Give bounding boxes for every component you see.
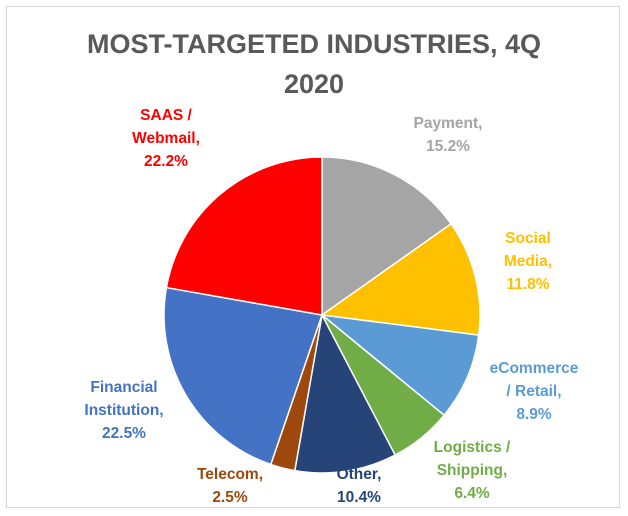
slice-label-line: 15.2%	[426, 138, 470, 155]
slice-label-line: 22.2%	[144, 153, 188, 170]
slice-label-saas-webmail: SAAS / Webmail, 22.2%	[132, 107, 200, 170]
slice-label-line: 10.4%	[337, 489, 381, 506]
slice-label-line: 22.5%	[102, 425, 146, 442]
pie-slices	[163, 156, 481, 474]
slice-label-social-media: Social Media, 11.8%	[504, 230, 552, 293]
slice-label-ecommerce-retail: eCommerce / Retail, 8.9%	[490, 360, 579, 423]
slice-label-line: Social	[505, 230, 551, 247]
chart-title-line-1: MOST-TARGETED INDUSTRIES, 4Q	[86, 29, 542, 59]
slice-label-line: Payment,	[414, 115, 483, 132]
slice-label-line: 6.4%	[454, 485, 490, 502]
slice-label-line: Other,	[337, 466, 382, 483]
pie-slice-ecommerce-retail	[319, 313, 480, 417]
slice-label-logistics-shipping: Logistics / Shipping, 6.4%	[434, 439, 511, 502]
slice-label-line: Shipping,	[437, 462, 508, 479]
slice-label-line: eCommerce	[490, 360, 579, 377]
slice-label-payment: Payment, 15.2%	[414, 115, 483, 155]
slice-label-financial-institution: Financial Institution, 22.5%	[84, 379, 163, 442]
pie-slice-payment	[321, 156, 453, 317]
pie-slice-saas-webmail	[165, 156, 323, 316]
slice-label-line: Logistics /	[434, 439, 511, 456]
slice-label-line: Institution,	[84, 402, 163, 419]
pie-slice-other	[293, 312, 397, 474]
chart-title: MOST-TARGETED INDUSTRIES, 4Q 2020	[0, 24, 628, 104]
slice-label-line: SAAS /	[140, 107, 192, 124]
slice-label-line: / Retail,	[506, 383, 561, 400]
slice-label-line: Telecom,	[197, 466, 263, 483]
pie-slice-financial-institution	[163, 286, 323, 466]
slice-label-line: 8.9%	[516, 406, 552, 423]
slice-label-other: Other, 10.4%	[337, 466, 382, 506]
chart-title-line-2: 2020	[283, 69, 345, 99]
pie-labels: Payment, 15.2% Social Media, 11.8% eCommerce /…	[84, 107, 578, 506]
slice-label-telecom: Telecom, 2.5%	[197, 466, 263, 506]
slice-label-line: Webmail,	[132, 130, 200, 147]
slice-label-line: 2.5%	[212, 489, 248, 506]
slice-label-line: 11.8%	[506, 276, 549, 293]
pie-slice-social-media	[319, 222, 481, 336]
slice-label-line: Media,	[504, 253, 552, 270]
slice-label-line: Financial	[90, 379, 157, 396]
